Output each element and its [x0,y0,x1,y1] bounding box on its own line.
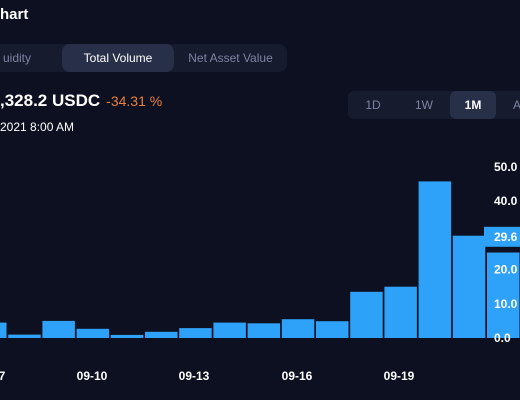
metric-tab-group: uidity Total Volume Net Asset Value [0,44,287,72]
y-tick-label: 10.0 [494,297,518,311]
total-volume-value: ,328.2 USDC [0,91,101,110]
range-1d-button[interactable]: 1D [365,98,381,112]
tab-net-asset-value[interactable]: Net Asset Value [188,51,273,65]
y-tick-label: 20.0 [494,263,518,277]
range-1w-button[interactable]: 1W [415,98,433,112]
bar[interactable] [281,319,315,338]
current-value-label: 29.6 [494,230,518,244]
bar[interactable] [42,320,75,338]
bar[interactable] [316,321,349,338]
bar[interactable] [8,334,41,338]
current-value-marker: 29.6 [484,226,520,247]
range-all-button[interactable]: A [512,98,520,112]
bar[interactable] [247,323,281,338]
y-axis-ticks: 50.040.030.020.010.00.0 [494,160,518,345]
x-tick-label: 7 [0,369,6,383]
time-range-selector: 1D 1W 1M A [348,91,520,119]
x-tick-label: 09-13 [179,369,210,383]
change-percent: -34.31 % [106,93,163,109]
y-tick-label: 50.0 [494,160,518,174]
bar[interactable] [452,235,486,338]
x-tick-label: 09-10 [77,369,108,383]
bar[interactable] [76,328,110,338]
x-tick-label: 09-19 [384,369,415,383]
bar[interactable] [350,291,383,338]
chart-title: hart [0,6,29,23]
tab-total-volume[interactable]: Total Volume [62,44,174,72]
selected-date: 2021 8:00 AM [0,120,75,134]
value-summary: ,328.2 USDC -34.31 % [0,91,162,111]
volume-bar-chart: 50.040.030.020.010.00.0 709-1009-1309-16… [0,160,520,383]
bar[interactable] [110,334,144,338]
bars-group [0,181,520,338]
bar[interactable] [145,331,178,338]
bar[interactable] [418,181,452,338]
bar[interactable] [487,252,520,339]
y-tick-label: 40.0 [494,194,518,208]
bar[interactable] [384,286,417,338]
bar[interactable] [179,328,212,338]
x-axis-ticks: 7 09-10 09-13 09-16 09-19 [0,369,415,383]
y-tick-label: 0.0 [494,331,511,345]
current-value-badge [484,226,520,247]
bar[interactable] [213,322,246,338]
tab-liquidity[interactable]: uidity [2,51,31,65]
bar[interactable] [0,322,7,338]
range-1m-button[interactable]: 1M [450,91,496,119]
x-tick-label: 09-16 [282,369,313,383]
